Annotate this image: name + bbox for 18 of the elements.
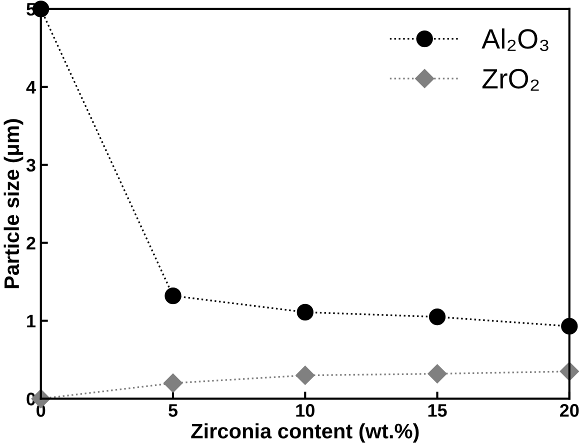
- x-tick-label: 20: [560, 404, 579, 417]
- legend-label: Al₂O₃: [482, 28, 548, 52]
- y-axis-title: Particle size (μm): [4, 119, 24, 288]
- legend-label: ZrO₂: [482, 68, 539, 91]
- y-tick-label: 3: [26, 158, 36, 172]
- y-tick-label: 4: [26, 81, 36, 94]
- y-tick-label: 1: [27, 314, 36, 328]
- point: [296, 366, 315, 385]
- x-tick-label: 5: [168, 404, 178, 417]
- y-tick-label: 2: [26, 236, 36, 250]
- x-axis-title: Zirconia content (wt.%): [191, 423, 419, 443]
- point: [296, 304, 314, 321]
- x-tick-label: 10: [296, 404, 314, 417]
- point: [163, 374, 183, 393]
- point: [164, 287, 182, 304]
- point: [428, 364, 447, 384]
- point: [428, 308, 446, 326]
- x-tick-label: 15: [428, 404, 447, 417]
